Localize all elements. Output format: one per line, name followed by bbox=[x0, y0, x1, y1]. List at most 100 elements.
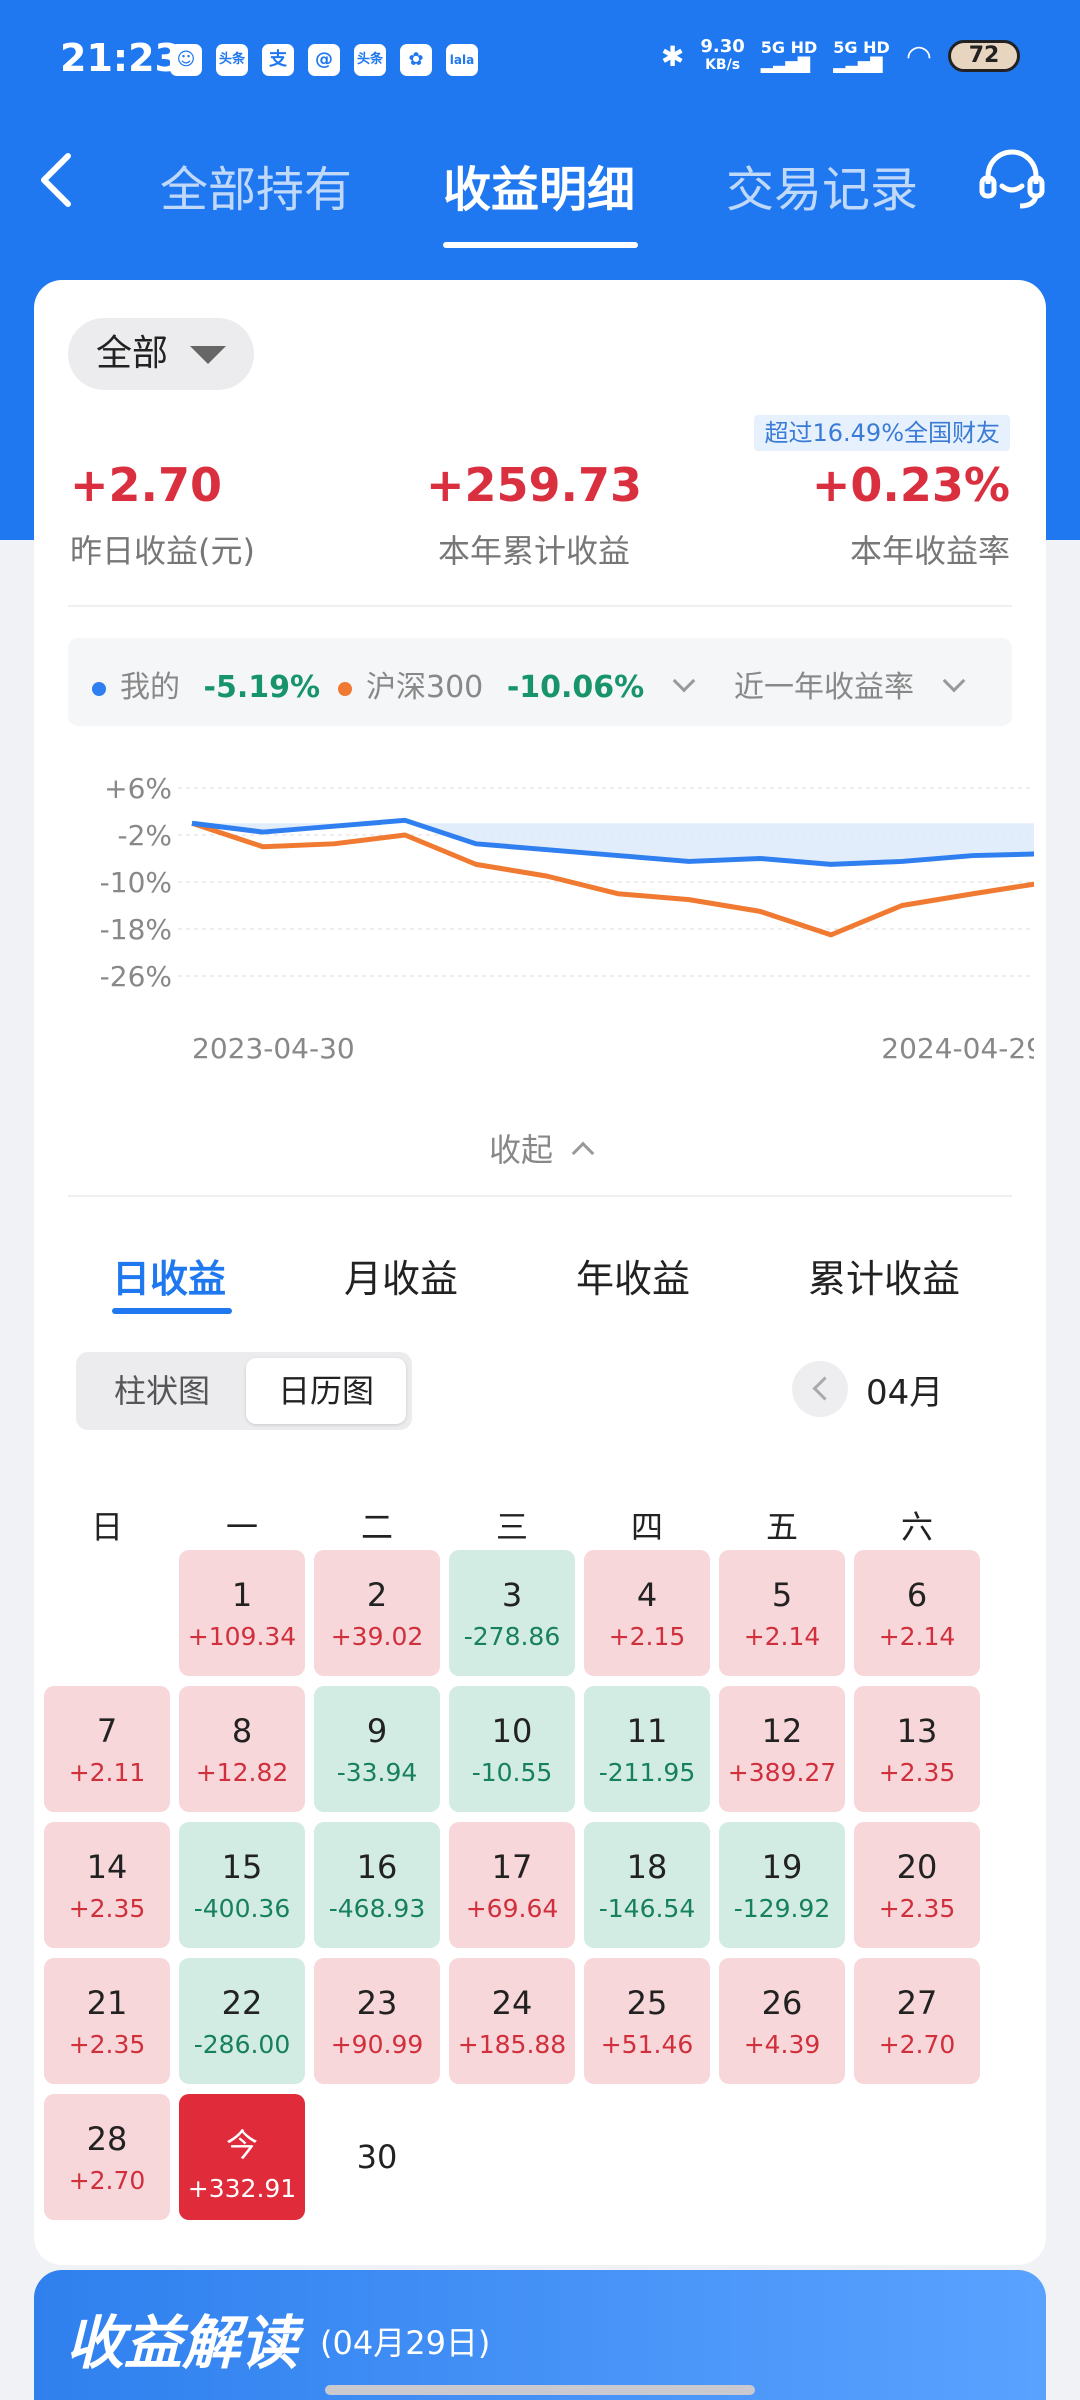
calendar-day-cell[interactable]: 17 +69.64 bbox=[449, 1822, 575, 1948]
calendar-day-cell[interactable]: 7 +2.11 bbox=[44, 1686, 170, 1812]
calendar-day-number: 1 bbox=[231, 1576, 253, 1614]
stat-value: +2.70 bbox=[70, 458, 223, 512]
y-tick-label: -2% bbox=[117, 819, 172, 852]
calendar-day-income: +2.15 bbox=[608, 1622, 686, 1651]
calendar-day-number: 27 bbox=[896, 1984, 938, 2022]
calendar-day-income: +2.14 bbox=[743, 1622, 821, 1651]
calendar-day-number: 17 bbox=[491, 1848, 533, 1886]
rank-badge: 超过16.49%全国财友 bbox=[754, 415, 1010, 451]
calendar-day-cell[interactable]: 25 +51.46 bbox=[584, 1958, 710, 2084]
calendar-day-cell[interactable]: 1 +109.34 bbox=[179, 1550, 305, 1676]
calendar-day-cell[interactable]: 12 +389.27 bbox=[719, 1686, 845, 1812]
calendar-day-cell[interactable]: 20 +2.35 bbox=[854, 1822, 980, 1948]
calendar-day-income: -468.93 bbox=[328, 1894, 426, 1923]
calendar-day-cell[interactable]: 今 +332.91 bbox=[179, 2094, 305, 2220]
calendar-day-income: +69.64 bbox=[465, 1894, 559, 1923]
calendar-day-cell[interactable]: 10 -10.55 bbox=[449, 1686, 575, 1812]
calendar-day-cell[interactable]: 13 +2.35 bbox=[854, 1686, 980, 1812]
back-icon[interactable] bbox=[36, 150, 76, 210]
tab-income-detail[interactable]: 收益明细 bbox=[443, 162, 636, 218]
legend-benchmark-selector[interactable]: 沪深300 -10.06% bbox=[338, 662, 696, 706]
calendar-day-number: 2 bbox=[366, 1576, 388, 1614]
calendar-day-cell[interactable]: 27 +2.70 bbox=[854, 1958, 980, 2084]
customer-service-icon[interactable] bbox=[978, 148, 1046, 212]
status-right: ✱ 9.30 KB/s 5G HD ▂▃▅▇ 5G HD ▂▃▅▇ ◠ 72 bbox=[661, 38, 1020, 74]
calendar-day-number: 28 bbox=[86, 2120, 128, 2158]
status-time: 21:23 bbox=[60, 36, 181, 80]
calendar-day-cell[interactable]: 30 bbox=[314, 2094, 440, 2220]
signal-label: 5G HD bbox=[833, 38, 890, 57]
calendar-day-income: +39.02 bbox=[330, 1622, 424, 1651]
legend-dot-icon bbox=[92, 681, 106, 696]
calendar-day-cell[interactable]: 2 +39.02 bbox=[314, 1550, 440, 1676]
calendar-day-income: -33.94 bbox=[336, 1758, 418, 1787]
calendar-day-income: -129.92 bbox=[733, 1894, 831, 1923]
battery-icon: 72 bbox=[948, 40, 1020, 72]
calendar-day-cell[interactable]: 11 -211.95 bbox=[584, 1686, 710, 1812]
calendar-day-cell[interactable]: 21 +2.35 bbox=[44, 1958, 170, 2084]
calendar-day-cell[interactable]: 23 +90.99 bbox=[314, 1958, 440, 2084]
net-speed: 9.30 KB/s bbox=[700, 38, 744, 74]
app-notification-icon: 头条 bbox=[216, 44, 248, 76]
weekday-label: 日 bbox=[90, 1508, 123, 1546]
calendar-day-cell[interactable]: 6 +2.14 bbox=[854, 1550, 980, 1676]
stat-value: +0.23% bbox=[811, 458, 1010, 512]
calendar-day-income: +2.35 bbox=[878, 1758, 956, 1787]
tab-yearly-income[interactable]: 年收益 bbox=[576, 1257, 691, 1301]
stat-value: +259.73 bbox=[425, 458, 643, 512]
calendar-day-number: 20 bbox=[896, 1848, 938, 1886]
calendar-day-number: 13 bbox=[896, 1712, 938, 1750]
filter-label: 全部 bbox=[96, 333, 169, 374]
stat-ytd-income: +259.73 本年累计收益 bbox=[284, 458, 784, 572]
tab-cumulative-income[interactable]: 累计收益 bbox=[808, 1257, 961, 1301]
calendar-day-number: 4 bbox=[636, 1576, 658, 1614]
weekday-label: 五 bbox=[765, 1508, 798, 1546]
tab-daily-income[interactable]: 日收益 bbox=[112, 1257, 227, 1301]
calendar-day-cell[interactable]: 22 -286.00 bbox=[179, 1958, 305, 2084]
mine-series-line bbox=[191, 817, 1034, 867]
calendar-day-cell[interactable]: 16 -468.93 bbox=[314, 1822, 440, 1948]
calendar-day-income: +51.46 bbox=[600, 2030, 694, 2059]
calendar-day-cell[interactable]: 18 -146.54 bbox=[584, 1822, 710, 1948]
calendar-day-cell[interactable]: 8 +12.82 bbox=[179, 1686, 305, 1812]
period-selector[interactable]: 近一年收益率 bbox=[734, 662, 965, 706]
calendar-day-cell[interactable]: 3 -278.86 bbox=[449, 1550, 575, 1676]
calendar-day-number: 3 bbox=[501, 1576, 523, 1614]
collapse-button[interactable]: 收起 bbox=[34, 1125, 1046, 1171]
legend-benchmark-label: 沪深300 bbox=[366, 670, 484, 705]
calendar-day-cell[interactable]: 19 -129.92 bbox=[719, 1822, 845, 1948]
calendar-day-income: +2.11 bbox=[68, 1758, 146, 1787]
stat-label: 本年累计收益 bbox=[437, 532, 630, 570]
calendar-day-income: -278.86 bbox=[463, 1622, 561, 1651]
chevron-up-icon bbox=[571, 1141, 595, 1165]
calendar-day-income: -10.55 bbox=[471, 1758, 553, 1787]
calendar-day-cell[interactable]: 26 +4.39 bbox=[719, 1958, 845, 2084]
calendar-day-number: 6 bbox=[906, 1576, 928, 1614]
calendar-day-cell[interactable]: 28 +2.70 bbox=[44, 2094, 170, 2220]
calendar-day-cell[interactable]: 4 +2.15 bbox=[584, 1550, 710, 1676]
calendar-view-option[interactable]: 日历图 bbox=[246, 1358, 406, 1424]
calendar-day-number: 16 bbox=[356, 1848, 398, 1886]
bar-chart-view-option[interactable]: 柱状图 bbox=[113, 1372, 210, 1410]
tab-transactions[interactable]: 交易记录 bbox=[726, 162, 919, 218]
calendar-day-cell[interactable]: 9 -33.94 bbox=[314, 1686, 440, 1812]
calendar-day-number: 10 bbox=[491, 1712, 533, 1750]
calendar-day-cell[interactable]: 14 +2.35 bbox=[44, 1822, 170, 1948]
calendar-day-number: 9 bbox=[366, 1712, 388, 1750]
period-label: 近一年收益率 bbox=[734, 670, 914, 705]
calendar-day-cell[interactable]: 5 +2.14 bbox=[719, 1550, 845, 1676]
y-tick-label: -26% bbox=[100, 960, 172, 993]
tab-all-holdings[interactable]: 全部持有 bbox=[160, 162, 353, 218]
stat-yesterday: +2.70 昨日收益(元) bbox=[70, 458, 255, 572]
income-interpretation-card[interactable]: 收益解读 (04月29日) bbox=[34, 2270, 1046, 2400]
calendar-day-number: 21 bbox=[86, 1984, 128, 2022]
tab-monthly-income[interactable]: 月收益 bbox=[344, 1257, 459, 1301]
calendar-day-cell[interactable]: 24 +185.88 bbox=[449, 1958, 575, 2084]
x-end-label: 2024-04-29 bbox=[881, 1032, 1034, 1065]
net-speed-unit: KB/s bbox=[705, 57, 741, 73]
weekday-label: 六 bbox=[900, 1508, 933, 1546]
calendar-day-cell[interactable]: 15 -400.36 bbox=[179, 1822, 305, 1948]
chevron-down-icon bbox=[672, 669, 696, 693]
asset-filter-dropdown[interactable]: 全部 bbox=[68, 318, 254, 390]
previous-month-button[interactable] bbox=[792, 1361, 848, 1417]
